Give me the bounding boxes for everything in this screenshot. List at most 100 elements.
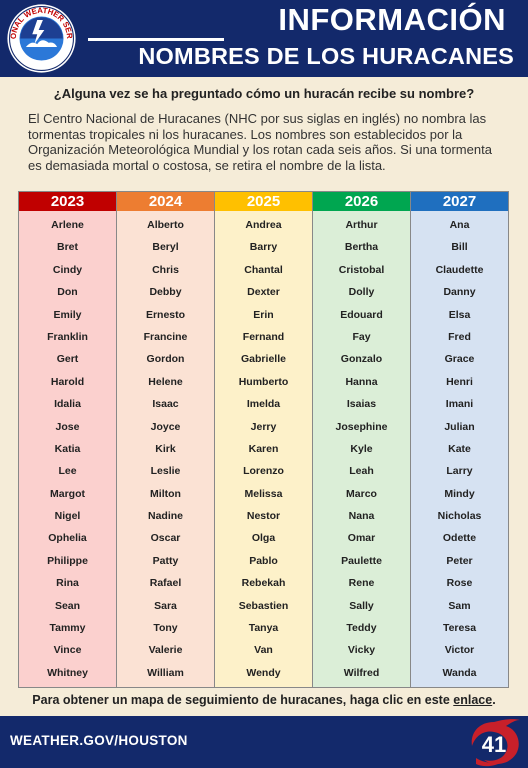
hurricane-name: Omar <box>347 532 376 545</box>
hurricane-name: Larry <box>446 465 473 478</box>
hurricane-name: Sam <box>448 599 471 612</box>
hurricane-name: Josephine <box>335 420 388 433</box>
page-subtitle: NOMBRES DE LOS HURACANES <box>138 43 514 69</box>
hurricane-name: Fernand <box>242 330 285 343</box>
hurricane-name: Bertha <box>344 241 379 254</box>
hurricane-name: Grace <box>444 353 475 366</box>
hurricane-name: Gert <box>56 353 79 366</box>
year-column-2027: 2027 Ana Bill Claudette Danny Elsa Fred Grace He… <box>411 192 508 687</box>
hurricane-name: Tony <box>153 622 178 635</box>
hurricane-name: Ana <box>449 218 470 231</box>
hurricane-name: Melissa <box>244 487 283 500</box>
year-column-2023: 2023 Arlene Bret Cindy Don Emily Franklin Gert H… <box>19 192 117 687</box>
hurricane-name: Rene <box>348 577 375 590</box>
title-rule <box>88 38 224 41</box>
hurricane-name: Nicholas <box>437 510 482 523</box>
hurricane-name: Fay <box>352 330 371 343</box>
hurricane-name: Humberto <box>238 375 289 388</box>
hurricane-name: Teddy <box>346 622 377 635</box>
hurricane-name: Paulette <box>341 554 382 567</box>
hurricane-name: Danny <box>443 286 476 299</box>
hurricane-name: Bret <box>56 241 78 254</box>
tracking-map-link[interactable]: enlace <box>453 693 493 707</box>
hurricane-name: Teresa <box>442 622 477 635</box>
names-list: Arlene Bret Cindy Don Emily Franklin Gert Harol… <box>19 211 116 687</box>
hurricane-name: Dolly <box>348 286 375 299</box>
hurricane-name: Isaias <box>346 398 377 411</box>
names-list: Arthur Bertha Cristobal Dolly Edouard Fay Gonz… <box>313 211 410 687</box>
year-header: 2025 <box>215 192 312 211</box>
hurricane-name: Valerie <box>148 644 183 657</box>
hurricane-name: Karen <box>248 442 279 455</box>
hurricane-name: Isaac <box>152 398 179 411</box>
hurricane-name: Vicky <box>347 644 376 657</box>
hurricane-name: Andrea <box>245 218 282 231</box>
year-column-2024: 2024 Alberto Beryl Chris Debby Ernesto Francin… <box>117 192 215 687</box>
hurricane-name: Ophelia <box>48 532 87 545</box>
hurricane-name: Bill <box>451 241 468 254</box>
hurricane-name: Kirk <box>155 442 176 455</box>
hurricane-name: Idalia <box>54 398 81 411</box>
hurricane-name: Gabrielle <box>241 353 286 366</box>
hurricane-name: Erin <box>253 308 274 321</box>
hurricane-name: Sean <box>54 599 81 612</box>
hurricane-name: Hanna <box>345 375 378 388</box>
year-header: 2026 <box>313 192 410 211</box>
hurricane-name: Kyle <box>350 442 373 455</box>
hurricane-name: Francine <box>143 330 188 343</box>
hurricane-name: Ernesto <box>145 308 186 321</box>
hurricane-name: Elsa <box>448 308 471 321</box>
hurricane-name: Helene <box>148 375 183 388</box>
hurricane-name: Nana <box>348 510 375 523</box>
year-header: 2023 <box>19 192 116 211</box>
header-bar: NATIONAL WEATHER SERVICE INFORMACIÓN NOM… <box>0 0 528 77</box>
hurricane-name: Gonzalo <box>340 353 383 366</box>
hurricane-name: Rina <box>56 577 79 590</box>
hurricane-name: Leah <box>349 465 374 478</box>
hurricane-name: Milton <box>150 487 181 500</box>
hurricane-name: Barry <box>249 241 278 254</box>
hurricane-name: Victor <box>444 644 475 657</box>
hurricane-name: Don <box>57 286 78 299</box>
hurricane-name: Leslie <box>150 465 181 478</box>
hurricane-name: Rebekah <box>241 577 286 590</box>
hurricane-name: Margot <box>50 487 85 500</box>
hurricane-name: Gordon <box>146 353 185 366</box>
year-header: 2024 <box>117 192 214 211</box>
hurricane-name: Joyce <box>150 420 181 433</box>
hurricane-name: Edouard <box>340 308 383 321</box>
hurricane-name: Imani <box>445 398 474 411</box>
footer-bar: WEATHER.GOV/HOUSTON <box>0 716 528 768</box>
hurricane-name: Tammy <box>49 622 86 635</box>
hurricane-names-table: 2023 Arlene Bret Cindy Don Emily Franklin Gert H… <box>18 191 509 688</box>
hurricane-name: Dexter <box>247 286 280 299</box>
hurricane-name: Tanya <box>248 622 279 635</box>
hurricane-name: Rose <box>446 577 473 590</box>
hurricane-name: Rafael <box>149 577 182 590</box>
hurricane-name: Wanda <box>442 666 477 679</box>
hurricane-name: Nigel <box>54 510 81 523</box>
hurricane-name: Jerry <box>250 420 277 433</box>
hurricane-name: William <box>147 666 184 679</box>
hurricane-name: Pablo <box>249 554 278 567</box>
hurricane-name: Nadine <box>147 510 183 523</box>
footer-note-text: Para obtener un mapa de seguimiento de h… <box>32 693 454 707</box>
hurricane-name: Van <box>254 644 273 657</box>
hurricane-name: Sally <box>349 599 374 612</box>
intro-paragraph: El Centro Nacional de Huracanes (NHC por… <box>28 111 492 173</box>
hurricane-name: Julian <box>444 420 475 433</box>
nws-logo-icon: NATIONAL WEATHER SERVICE <box>6 3 76 73</box>
hurricane-name: Chris <box>152 263 179 276</box>
hurricane-name: Arlene <box>51 218 84 231</box>
year-header: 2027 <box>411 192 508 211</box>
hurricane-name: Patty <box>152 554 179 567</box>
hurricane-name: Mindy <box>444 487 475 500</box>
names-list: Alberto Beryl Chris Debby Ernesto Francine Gor… <box>117 211 214 687</box>
hurricane-name: Lee <box>58 465 77 478</box>
site-url[interactable]: WEATHER.GOV/HOUSTON <box>10 733 188 748</box>
names-list: Ana Bill Claudette Danny Elsa Fred Grace Henri I… <box>411 211 508 687</box>
hurricane-name: Lorenzo <box>243 465 284 478</box>
page-title: INFORMACIÓN <box>278 2 506 37</box>
intro-question: ¿Alguna vez se ha preguntado cómo un hur… <box>53 86 475 101</box>
hurricane-name: Peter <box>446 554 473 567</box>
